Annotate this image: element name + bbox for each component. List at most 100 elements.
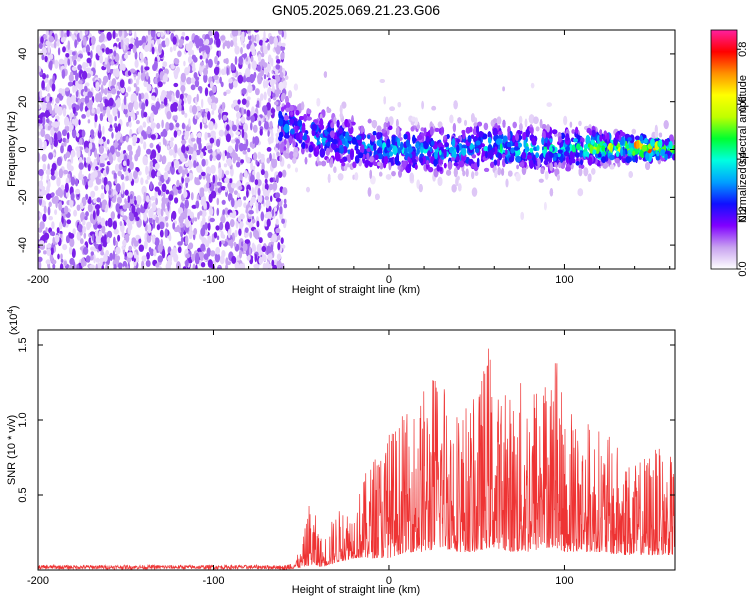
spectrogram-cell — [181, 122, 185, 130]
spectrogram-cell — [97, 224, 102, 229]
spectrogram-cell — [71, 128, 77, 139]
spectrogram-cell — [57, 106, 63, 116]
spectrogram-cell — [273, 206, 278, 212]
spectrogram-cell — [68, 165, 74, 172]
spectrogram-cell — [103, 141, 107, 149]
spectrogram-cell — [283, 203, 288, 209]
spectrogram-cell — [57, 253, 60, 260]
spectrogram-cell — [117, 110, 121, 119]
spectrogram-cell — [111, 88, 117, 95]
spectrogram-cell — [95, 93, 100, 103]
spectrogram-cell — [128, 172, 133, 182]
spectrogram-cell — [141, 255, 147, 262]
spectrogram-cell — [93, 254, 96, 264]
spectrogram-cell — [213, 231, 218, 239]
spectrogram-cell — [283, 30, 287, 40]
spectrogram-cell — [281, 218, 285, 224]
spectrogram-cell — [145, 260, 151, 267]
spectrogram-cell — [208, 121, 214, 131]
spectrogram-cell — [191, 54, 197, 61]
spectrogram-cell — [268, 35, 274, 45]
spectrogram-cell — [266, 157, 271, 164]
chart-title: GN05.2025.069.21.23.G06 — [272, 2, 440, 18]
spectrogram-cell — [146, 148, 152, 155]
spectrogram-cell — [206, 173, 210, 183]
spectrogram-cell — [234, 229, 238, 238]
spectrogram-cell — [228, 195, 233, 201]
spectrogram-cell — [238, 228, 242, 236]
spectrogram-cell — [43, 250, 47, 255]
spectrogram-cell — [43, 232, 50, 240]
spectrogram-cell — [60, 37, 66, 43]
spectrogram-cell — [143, 111, 148, 118]
spectrogram-cell — [145, 195, 150, 203]
spectrogram-cell — [51, 221, 55, 230]
spectrogram-cell — [226, 157, 233, 167]
spectrogram-cell — [87, 163, 91, 172]
spectrogram-cell — [269, 120, 273, 130]
spectrogram-cell — [213, 66, 220, 76]
spectrogram-cell — [224, 177, 230, 184]
spectrogram-cell — [75, 72, 79, 82]
spectrogram-cell — [46, 174, 50, 181]
spectrogram-cell — [129, 161, 134, 171]
spectrogram-cell — [242, 150, 247, 155]
spectrogram-cell — [135, 234, 141, 240]
spectrogram-cell — [203, 116, 207, 124]
spectrogram-cell — [56, 39, 60, 47]
spectrogram-cell — [177, 246, 182, 253]
spectrogram-cell — [121, 231, 125, 238]
spectrogram-cell — [72, 51, 76, 56]
spectrogram-cell — [64, 116, 70, 127]
spectrogram-cell — [227, 228, 231, 239]
spectrogram-cell — [280, 52, 285, 60]
spectrogram-cell — [255, 88, 260, 96]
spectrogram-cell — [62, 129, 67, 137]
spectrogram-cell — [143, 57, 147, 64]
spectrogram-cell — [207, 58, 213, 68]
spectrogram-cell — [54, 234, 60, 243]
spectrogram-cell — [62, 46, 66, 53]
spectrogram-cell — [274, 43, 277, 48]
spectrogram-cell — [260, 52, 265, 58]
spectrogram-cell — [98, 244, 103, 252]
spectrogram-cell — [47, 180, 51, 189]
spectrogram-cell — [99, 154, 105, 164]
spectrogram-cell — [181, 144, 186, 154]
spectrogram-cell — [90, 50, 93, 60]
spectrogram-cell — [237, 74, 244, 84]
spectrogram-cell — [136, 195, 142, 205]
spectrogram-cell — [100, 217, 106, 227]
spectrogram-cell — [183, 186, 187, 195]
spectrogram-cell — [221, 101, 225, 112]
spectrogram-cell — [199, 187, 205, 195]
spectrogram-cell — [184, 112, 188, 118]
spectrogram-cell — [39, 212, 42, 218]
spectrogram-cell — [39, 71, 43, 76]
spectrogram-cell — [113, 50, 117, 57]
spectrogram-cell — [151, 46, 155, 55]
spectrogram-cell — [250, 161, 254, 171]
spectrogram-cell — [188, 50, 192, 56]
spectrogram-cell — [73, 59, 77, 66]
spectrogram-cell — [113, 194, 117, 201]
spectrogram-cell — [120, 86, 125, 94]
spectrogram-cell — [238, 185, 243, 191]
spectrogram-cell — [116, 196, 122, 204]
spectrogram-cell — [268, 97, 271, 103]
spectrogram-cell — [248, 210, 254, 215]
spectrogram-cell — [185, 219, 190, 228]
spectrogram-cell — [191, 49, 194, 56]
spectrogram-cell — [53, 40, 57, 49]
spectrogram-cell — [200, 243, 206, 252]
spectrogram-cell — [141, 260, 145, 269]
spectrogram-cell — [241, 143, 248, 151]
spectrogram-cell — [184, 162, 189, 168]
spectrogram-cell — [149, 181, 153, 191]
spectrogram-cell — [169, 140, 174, 148]
spectrogram-cell — [100, 84, 104, 92]
spectrogram-cell — [86, 110, 91, 118]
spectrogram-cell — [79, 238, 84, 245]
spectrogram-cell — [200, 227, 206, 237]
spectrogram-cell — [157, 244, 163, 253]
